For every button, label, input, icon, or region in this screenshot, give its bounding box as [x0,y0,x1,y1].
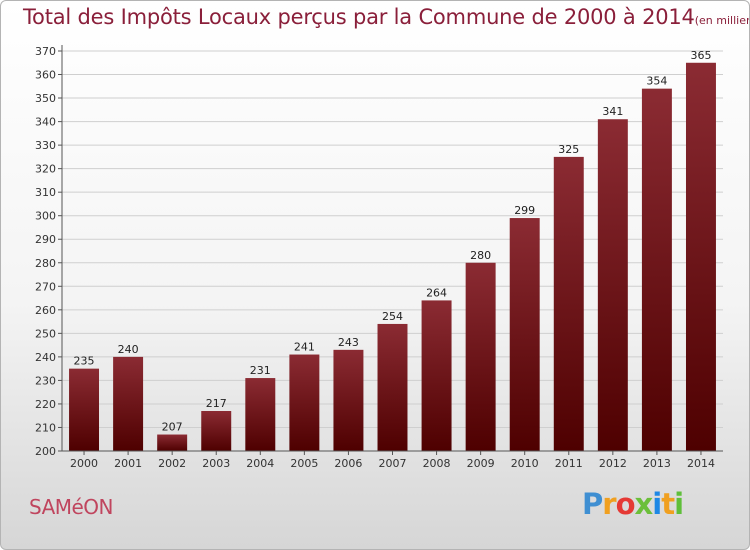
x-tick-label: 2006 [334,457,362,470]
y-tick-label: 260 [35,304,56,317]
bar-2000[interactable] [69,368,100,451]
chart-title-text: Total des Impôts Locaux perçus par la Co… [23,5,695,29]
x-tick-label: 2011 [555,457,583,470]
logo-letter: t [661,487,675,521]
bars [69,62,716,451]
y-tick-label: 350 [35,92,56,105]
bar-value-label: 254 [382,310,403,323]
bar-2007[interactable] [377,323,408,451]
logo-letter: o [615,487,636,521]
logo-letter: i [674,487,684,521]
logo-letter: P [582,487,603,521]
x-tick-label: 2001 [114,457,142,470]
y-tick-label: 300 [35,210,56,223]
data-labels: 235 240 207 217 231 241 243 254 264 280 299 325 341 3… [74,49,712,434]
y-tick-label: 230 [35,374,56,387]
logo-letter: r [602,487,616,521]
x-tick-label: 2014 [687,457,715,470]
bar-value-label: 264 [426,286,447,299]
y-tick-label: 250 [35,327,56,340]
bar-value-label: 207 [162,421,183,434]
y-tick-label: 360 [35,69,56,82]
bar-2001[interactable] [113,356,144,451]
bar-value-label: 235 [74,355,95,368]
x-tick-label: 2009 [467,457,495,470]
y-tick-label: 270 [35,280,56,293]
bar-2006[interactable] [333,349,364,451]
chart-title: Total des Impôts Locaux perçus par la Co… [23,5,749,29]
bar-2005[interactable] [289,354,320,451]
bar-value-label: 280 [470,249,491,262]
axes: 200 210 220 230 240 250 260 270 280 290 300 310 320 3… [35,45,723,470]
bar-2009[interactable] [465,262,496,451]
y-tick-label: 320 [35,163,56,176]
bar-2013[interactable] [641,88,672,451]
y-tick-label: 290 [35,233,56,246]
bar-value-label: 354 [646,75,667,88]
bar-value-label: 217 [206,397,227,410]
x-tick-label: 2005 [290,457,318,470]
x-tick-label: 2002 [158,457,186,470]
bar-value-label: 299 [514,204,535,217]
bar-2014[interactable] [685,62,716,451]
chart-unit-label: (en milliers d'€) [694,14,749,27]
y-tick-label: 370 [35,45,56,58]
bar-2002[interactable] [157,434,188,451]
bar-2004[interactable] [245,378,276,451]
y-tick-label: 220 [35,398,56,411]
y-tick-label: 280 [35,257,56,270]
x-tick-label: 2008 [423,457,451,470]
x-tick-label: 2012 [599,457,627,470]
x-tick-label: 2007 [379,457,407,470]
logo-letter: x [634,487,654,521]
bar-2012[interactable] [597,119,628,451]
bar-2008[interactable] [421,300,452,451]
bar-2010[interactable] [509,218,540,451]
x-tick-label: 2004 [246,457,274,470]
y-tick-label: 340 [35,116,56,129]
x-tick-label: 2000 [70,457,98,470]
y-tick-label: 310 [35,186,56,199]
x-tick-label: 2010 [511,457,539,470]
bar-value-label: 365 [690,49,711,62]
y-tick-label: 240 [35,351,56,364]
x-tick-label: 2013 [643,457,671,470]
logo-letter: i [652,487,662,521]
bar-value-label: 243 [338,336,359,349]
bar-2003[interactable] [201,411,232,451]
bar-value-label: 241 [294,341,315,354]
y-tick-label: 210 [35,421,56,434]
bar-value-label: 231 [250,364,271,377]
bar-2011[interactable] [553,156,584,451]
y-tick-label: 200 [35,445,56,458]
bar-value-label: 240 [118,343,139,356]
bar-value-label: 325 [558,143,579,156]
commune-name: SAMéON [29,495,114,519]
bar-value-label: 341 [602,105,623,118]
proxiti-logo[interactable]: Proxiti [582,487,684,521]
y-tick-label: 330 [35,139,56,152]
x-tick-label: 2003 [202,457,230,470]
